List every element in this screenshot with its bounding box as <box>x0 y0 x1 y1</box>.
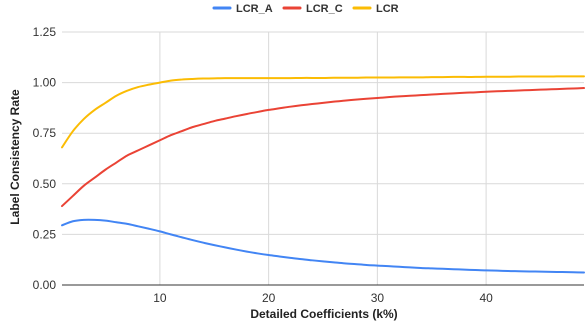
series-line-lcr-a <box>61 218 585 274</box>
x-tick-label: 40 <box>479 291 493 305</box>
y-axis-title: Label Consistency Rate <box>8 89 22 225</box>
legend-label: LCR_C <box>306 3 343 15</box>
series-line-lcr-c <box>61 87 585 208</box>
legend-label: LCR_A <box>236 3 273 15</box>
y-tick-label: 0.50 <box>33 177 57 191</box>
y-tick-label: 0.75 <box>33 126 57 140</box>
y-tick-label: 0.25 <box>33 227 57 241</box>
x-axis-title: Detailed Coefficients (k%) <box>250 307 397 321</box>
y-tick-label: 0.00 <box>33 278 57 292</box>
y-tick-label: 1.25 <box>33 25 57 39</box>
legend-item: LCR_C <box>282 3 343 15</box>
legend-item: LCR_A <box>212 3 273 15</box>
axis-layer: 0.00 0.25 0.50 0.75 1.00 1.25 10 20 30 40 <box>33 25 584 305</box>
legend-item: LCR <box>352 3 399 15</box>
x-tick-label: 10 <box>153 291 167 305</box>
grid-layer <box>62 31 584 285</box>
series-line-lcr <box>61 75 585 149</box>
x-tick-label: 30 <box>371 291 385 305</box>
series-layer <box>61 75 585 274</box>
legend: LCR_A LCR_C LCR <box>212 3 399 15</box>
y-tick-label: 1.00 <box>33 76 57 90</box>
legend-label: LCR <box>376 3 399 15</box>
x-tick-label: 20 <box>262 291 276 305</box>
